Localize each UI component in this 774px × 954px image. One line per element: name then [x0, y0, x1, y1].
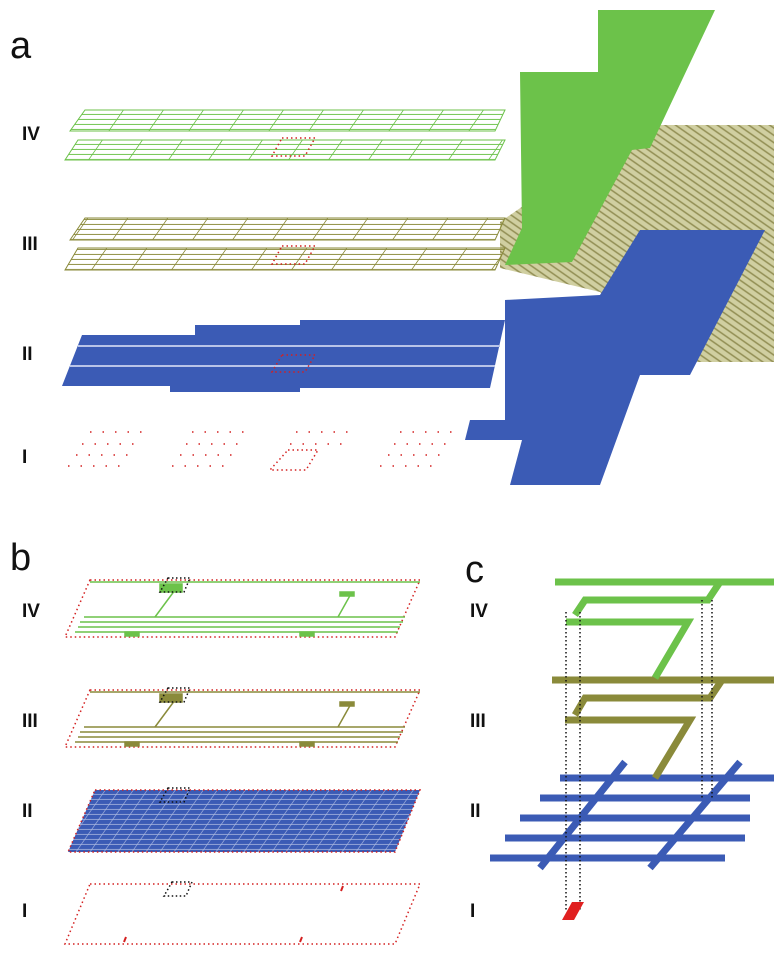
blue-bars	[62, 320, 505, 392]
panel-label: c	[465, 549, 484, 591]
atoms	[124, 886, 343, 942]
atom-grid	[68, 432, 460, 466]
unit-cell	[164, 882, 192, 896]
cell-outline	[65, 690, 420, 747]
layer-label: II	[22, 801, 33, 822]
green-wires	[75, 582, 420, 636]
figure: a IV III II I b IV III II I c IV III II …	[0, 0, 774, 954]
layer-label: III	[470, 711, 486, 732]
layer-label: III	[22, 234, 38, 255]
cell-outline	[65, 580, 420, 637]
unit-cell	[270, 138, 318, 470]
layer-label: II	[22, 344, 33, 365]
layer-label: II	[470, 801, 481, 822]
panel-label: b	[10, 537, 31, 579]
layer-label: I	[470, 901, 475, 922]
layer-label: I	[22, 901, 27, 922]
olive-wires	[75, 692, 420, 746]
olive-bars	[70, 218, 505, 240]
panel-a	[62, 10, 774, 485]
layer-label: IV	[470, 601, 488, 622]
blue-grid	[490, 762, 774, 868]
layer-label: IV	[22, 601, 40, 622]
olive-bars	[65, 248, 505, 270]
green-bars	[65, 140, 505, 160]
cell-outline	[65, 884, 420, 944]
via-lines	[566, 600, 712, 910]
layer-label: IV	[22, 124, 40, 145]
layer-label: III	[22, 711, 38, 732]
green-wires	[555, 582, 774, 678]
panel-c	[490, 582, 774, 920]
green-bars	[70, 110, 505, 131]
panel-label: a	[10, 25, 32, 67]
layer-label: I	[22, 447, 27, 468]
blue-mesh	[68, 790, 420, 852]
panel-b	[65, 578, 420, 944]
